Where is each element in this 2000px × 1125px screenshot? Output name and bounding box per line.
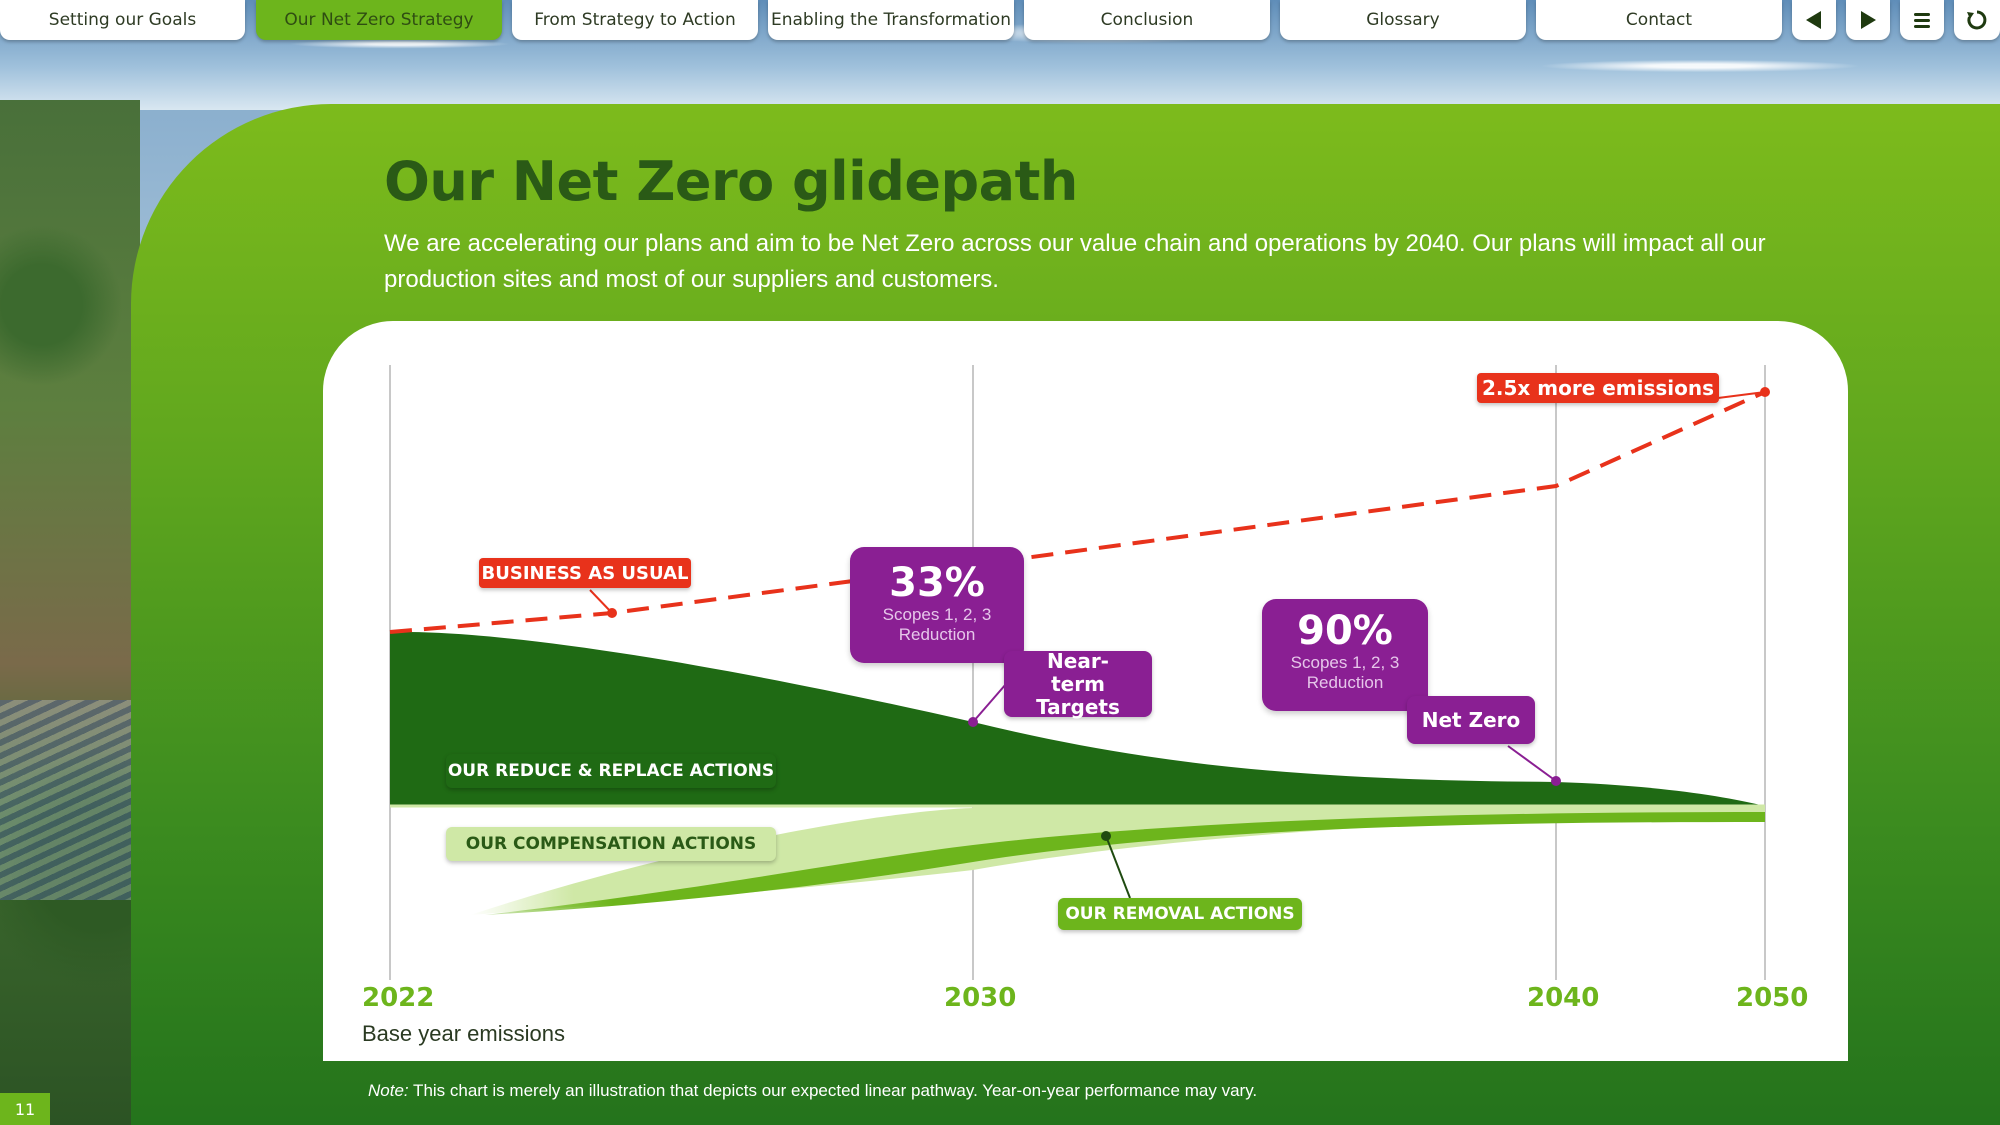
near-term-callout: 33% Scopes 1, 2, 3 Reduction — [850, 547, 1024, 663]
menu-button[interactable] — [1900, 0, 1944, 40]
net-zero-label: Net Zero — [1407, 696, 1535, 744]
next-button[interactable] — [1846, 0, 1890, 40]
tab-from-strategy-to-action[interactable]: From Strategy to Action — [512, 0, 758, 40]
near-term-scope-line2: Reduction — [898, 625, 976, 644]
year-label-2030: 2030 — [944, 983, 1017, 1013]
menu-icon — [1914, 13, 1930, 28]
near-term-pointer — [972, 683, 1007, 723]
previous-icon — [1806, 11, 1821, 29]
business-as-usual-label: BUSINESS AS USUAL — [479, 558, 691, 588]
net-zero-scope-line2: Reduction — [1306, 673, 1384, 692]
tab-setting-our-goals[interactable]: Setting our Goals — [0, 0, 245, 40]
near-term-percent: 33% — [889, 560, 985, 606]
year-label-2022: 2022 — [362, 983, 435, 1013]
reduce-replace-label: OUR REDUCE & REPLACE ACTIONS — [446, 754, 776, 788]
near-term-scope-line1: Scopes 1, 2, 3 — [882, 605, 992, 624]
note-text: This chart is merely an illustration tha… — [408, 1081, 1258, 1100]
tab-glossary[interactable]: Glossary — [1280, 0, 1526, 40]
note-prefix: Note: — [368, 1081, 409, 1100]
removal-label: OUR REMOVAL ACTIONS — [1058, 898, 1302, 930]
top-navigation: Setting our Goals Our Net Zero Strategy … — [0, 0, 2000, 40]
near-term-targets-label: Near-term Targets — [1004, 648, 1152, 719]
net-zero-scope-line1: Scopes 1, 2, 3 — [1290, 653, 1400, 672]
page-subtitle: We are accelerating our plans and aim to… — [384, 230, 1766, 293]
background-landscape — [0, 100, 140, 1125]
removal-pointer — [1105, 835, 1131, 899]
near-term-targets-text: Near-term Targets — [1036, 648, 1120, 719]
net-zero-callout: 90% Scopes 1, 2, 3 Reduction — [1262, 599, 1428, 711]
removal-area — [485, 812, 1765, 915]
bau-end-pointer — [1717, 391, 1766, 399]
page-title: Our Net Zero glidepath — [384, 150, 1078, 213]
previous-button[interactable] — [1792, 0, 1836, 40]
net-zero-percent: 90% — [1297, 608, 1393, 654]
tab-conclusion[interactable]: Conclusion — [1024, 0, 1270, 40]
year-label-2040: 2040 — [1527, 983, 1600, 1013]
next-icon — [1861, 11, 1876, 29]
net-zero-pointer — [1507, 745, 1557, 782]
page-number: 11 — [0, 1093, 50, 1125]
refresh-button[interactable] — [1954, 0, 2000, 40]
tab-our-net-zero-strategy[interactable]: Our Net Zero Strategy — [256, 0, 502, 40]
bau-pointer — [589, 589, 613, 614]
chart-note: Note: This chart is merely an illustrati… — [368, 1081, 1257, 1101]
base-year-label: Base year emissions — [362, 1021, 565, 1046]
tab-enabling-the-transformation[interactable]: Enabling the Transformation — [768, 0, 1014, 40]
bau-end-label: 2.5x more emissions — [1477, 373, 1719, 403]
refresh-icon — [1967, 10, 1987, 30]
tab-contact[interactable]: Contact — [1536, 0, 1782, 40]
year-label-2050: 2050 — [1736, 983, 1809, 1013]
compensation-label: OUR COMPENSATION ACTIONS — [446, 827, 776, 861]
